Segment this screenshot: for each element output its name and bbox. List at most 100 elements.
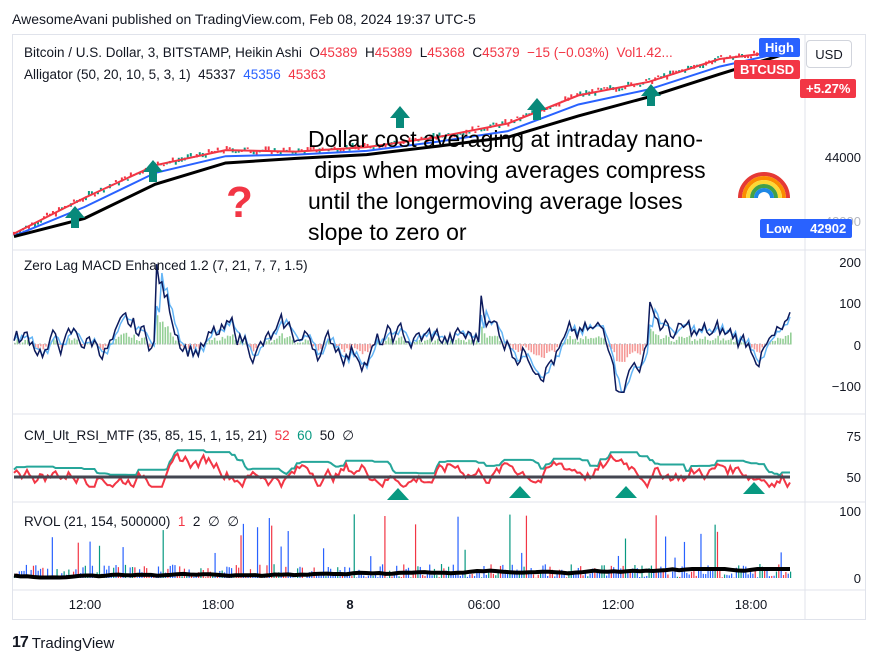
ha-candle	[702, 64, 705, 69]
ha-candle	[453, 134, 456, 138]
ha-candle	[363, 142, 366, 147]
macd-histogram-bar	[130, 337, 133, 345]
macd-histogram-bar	[774, 340, 777, 345]
rvol-bar	[587, 576, 589, 578]
rvol-bar	[617, 555, 620, 578]
macd-histogram-bar	[37, 344, 39, 349]
rvol-bar	[728, 575, 730, 578]
ha-candle	[555, 104, 558, 107]
rsi-value-3: 50	[319, 428, 335, 443]
macd-histogram-bar	[320, 344, 322, 349]
macd-histogram-bar	[499, 340, 501, 345]
rvol-bar	[657, 570, 660, 578]
ha-candle	[189, 153, 192, 157]
chart-frame[interactable]	[12, 34, 866, 620]
rvol-bar	[773, 575, 775, 578]
macd-histogram-bar	[250, 344, 252, 350]
macd-histogram-bar	[190, 344, 193, 346]
ha-candle	[39, 220, 42, 223]
x-tick-1800a: 18:00	[201, 597, 235, 612]
alligator-lips-line	[13, 49, 791, 235]
rvol-bar	[532, 574, 535, 578]
macd-histogram-bar	[592, 338, 595, 345]
rvol-bar	[702, 573, 704, 578]
question-mark-emoji[interactable]: ?	[226, 178, 253, 227]
ha-candle	[369, 146, 372, 149]
ha-candle	[33, 222, 36, 228]
ha-candle	[426, 138, 429, 143]
rsi-line	[13, 451, 791, 490]
rvol-bar	[280, 546, 282, 578]
rvol-bar	[554, 576, 556, 578]
rvol-bar	[756, 577, 759, 578]
rvol-bar	[464, 549, 466, 578]
macd-histogram-bar	[366, 344, 369, 353]
ha-candle	[717, 56, 720, 58]
rvol-bar	[205, 577, 207, 578]
rvol-bar	[238, 567, 240, 578]
macd-histogram-bar	[55, 340, 58, 345]
rvol-bar	[450, 572, 452, 578]
rvol-bar	[63, 571, 65, 578]
ha-candle	[435, 137, 438, 140]
rsi-legend[interactable]: CM_Ult_RSI_MTF (35, 85, 15, 1, 15, 21) 5…	[24, 428, 354, 444]
ha-candle	[57, 207, 60, 210]
symbol-label[interactable]: Bitcoin / U.S. Dollar, 3, BITSTAMP, Heik…	[24, 45, 302, 60]
macd-histogram-bar	[631, 344, 634, 353]
macd-histogram-bar	[128, 336, 130, 345]
macd-histogram-bar	[790, 332, 792, 345]
macd-histogram-bar	[787, 335, 790, 345]
footer-brand[interactable]: 17 TradingView	[12, 634, 114, 652]
up-arrow-icon	[390, 106, 410, 128]
ha-candle	[507, 123, 510, 127]
rvol-bar	[25, 564, 27, 578]
rvol-bar	[271, 525, 273, 578]
rvol-bar	[473, 576, 476, 578]
macd-histogram-bar	[678, 336, 681, 345]
rvol-bar	[68, 569, 70, 578]
ha-candle	[87, 191, 90, 196]
ha-candle	[174, 160, 177, 165]
currency-button[interactable]: USD	[806, 40, 852, 68]
macd-histogram-bar	[727, 339, 730, 345]
macd-histogram-bar	[120, 334, 123, 345]
macd-histogram-bar	[244, 341, 247, 345]
rvol-bar	[686, 572, 688, 578]
rvol-legend[interactable]: RVOL (21, 154, 500000) 1 2 ∅ ∅	[24, 514, 239, 530]
ha-candle	[252, 150, 255, 155]
macd-histogram-bar	[141, 337, 143, 345]
macd-histogram-bar	[608, 344, 610, 347]
ha-candle	[564, 96, 567, 101]
ha-candle	[99, 187, 102, 190]
ha-candle	[264, 146, 267, 151]
rsi-label: CM_Ult_RSI_MTF (35, 85, 15, 1, 15, 21)	[24, 428, 268, 443]
ha-candle	[156, 161, 159, 165]
ha-candle	[510, 119, 513, 122]
macd-histogram-bar	[224, 338, 226, 345]
rvol-bar	[292, 577, 294, 578]
rvol-bar	[698, 569, 700, 578]
rvol-bar	[528, 570, 530, 578]
ha-candle	[96, 191, 99, 195]
ha-candle	[609, 85, 612, 90]
macd-histogram-bar	[21, 342, 24, 345]
rvol-value-2: 2	[192, 514, 201, 529]
up-arrow-icon	[143, 160, 163, 182]
ha-candle	[687, 65, 690, 70]
rvol-bar	[89, 541, 91, 578]
main-legend[interactable]: Bitcoin / U.S. Dollar, 3, BITSTAMP, Heik…	[24, 45, 673, 60]
macd-histogram-bar	[569, 335, 571, 345]
macd-histogram-bar	[437, 338, 439, 345]
macd-histogram-bar	[701, 339, 704, 345]
rvol-bar	[631, 568, 634, 578]
text-annotation[interactable]: Dollar cost averaging at intraday nano- …	[308, 126, 706, 245]
macd-label[interactable]: Zero Lag MACD Enhanced 1.2 (7, 21, 7, 7,…	[24, 258, 308, 273]
tradingview-logo-icon: 17	[12, 634, 29, 651]
macd-histogram-bar	[26, 339, 29, 345]
macd-histogram-bar	[99, 344, 102, 349]
alligator-legend[interactable]: Alligator (50, 20, 10, 5, 3, 1) 45337 45…	[24, 67, 326, 82]
ha-candle	[381, 145, 384, 148]
macd-histogram-bar	[229, 336, 232, 345]
ha-candle	[294, 152, 297, 155]
